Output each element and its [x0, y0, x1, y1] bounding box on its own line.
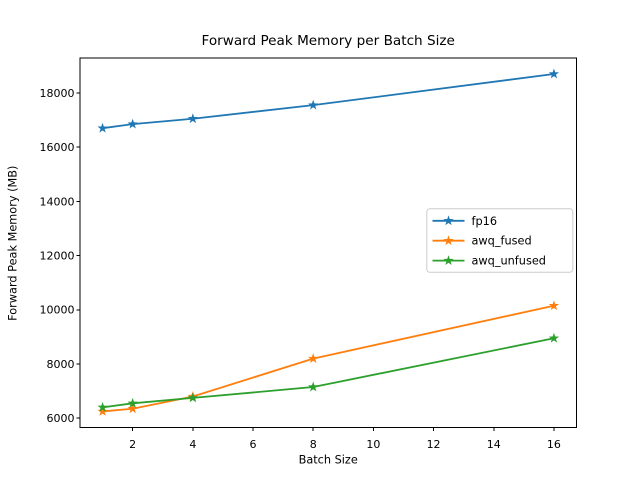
marker-fp16: [187, 113, 198, 124]
chart-title: Forward Peak Memory per Batch Size: [201, 33, 454, 49]
y-tick-label: 8000: [47, 358, 75, 371]
legend-label-awq_fused: awq_fused: [472, 235, 532, 248]
y-tick-label: 18000: [40, 87, 75, 100]
y-tick-label: 14000: [40, 195, 75, 208]
y-tick-label: 6000: [47, 412, 75, 425]
x-tick-label: 6: [250, 438, 257, 451]
marker-awq_unfused: [127, 397, 138, 408]
plot-layer: 2 4 6 8 10 12 14 16 6000 8000 10000 12000 14000 16000…: [40, 57, 577, 451]
legend-marker-awq_fused: [443, 235, 454, 246]
chart-line-awq_fused: [101, 304, 555, 413]
x-tick-label: 2: [129, 438, 136, 451]
legend-marker-fp16: [443, 215, 454, 226]
legend-frame: [426, 208, 574, 273]
legend-label-awq_unfused: awq_unfused: [472, 255, 546, 268]
x-tick-label: 4: [189, 438, 196, 451]
marker-awq_unfused: [548, 332, 560, 343]
x-axis-label: Batch Size: [299, 453, 358, 466]
y-tick-label: 10000: [40, 304, 75, 317]
marker-fp16: [127, 118, 138, 129]
marker-fp16: [548, 68, 560, 79]
marker-awq_fused: [548, 300, 560, 311]
y-axis-label: Forward Peak Memory (MB): [7, 166, 20, 321]
marker-awq_fused: [127, 403, 138, 414]
x-tick-label: 14: [487, 438, 501, 451]
x-tick-label: 12: [427, 438, 441, 451]
chart-line-fp16: [101, 73, 555, 130]
marker-fp16: [97, 122, 108, 133]
marker-awq_unfused: [97, 401, 108, 412]
marker-awq_unfused: [187, 392, 198, 403]
marker-awq_fused: [308, 353, 319, 363]
x-tick-label: 10: [366, 438, 380, 451]
y-tick-label: 16000: [40, 141, 75, 154]
y-tick-label: 12000: [40, 249, 75, 262]
plot-area-border: [79, 57, 577, 429]
x-tick-label: 8: [310, 438, 317, 451]
legend-label-fp16: fp16: [472, 215, 498, 228]
marker-awq_fused: [97, 406, 108, 416]
x-tick-label: 16: [547, 438, 561, 451]
chart-line-awq_unfused: [101, 337, 555, 409]
marker-fp16: [308, 99, 319, 110]
marker-awq_unfused: [308, 381, 319, 392]
legend-marker-awq_unfused: [443, 255, 454, 265]
